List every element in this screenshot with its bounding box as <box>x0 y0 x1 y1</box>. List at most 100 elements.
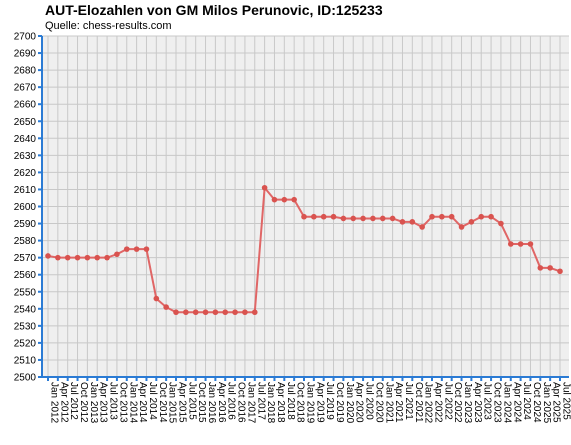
data-point <box>488 213 494 220</box>
x-tick-label: Jan 2024 <box>501 382 512 424</box>
x-tick-label: Oct 2023 <box>492 382 503 423</box>
data-point <box>143 246 150 252</box>
data-point <box>222 309 229 316</box>
data-point <box>517 241 524 247</box>
data-point <box>173 309 179 316</box>
y-tick-label: 2680 <box>14 66 37 77</box>
data-point <box>350 215 357 222</box>
x-tick-label: Oct 2014 <box>157 382 168 423</box>
x-tick-label: Oct 2022 <box>452 382 463 423</box>
y-tick-label: 2570 <box>14 253 37 264</box>
x-tick-label: Jul 2022 <box>442 382 453 420</box>
x-tick-label: Jul 2015 <box>186 382 197 420</box>
data-point <box>448 213 455 220</box>
x-tick-label: Apr 2024 <box>511 382 522 423</box>
y-tick-label: 2520 <box>14 338 37 349</box>
x-tick-label: Oct 2024 <box>531 382 542 423</box>
x-tick-label: Oct 2020 <box>373 382 384 423</box>
data-point <box>507 241 514 247</box>
x-tick-label: Oct 2019 <box>334 382 345 423</box>
data-point <box>330 213 337 220</box>
data-point <box>104 254 110 261</box>
data-point <box>301 213 307 220</box>
x-tick-label: Jul 2016 <box>226 382 237 420</box>
x-tick-label: Jan 2022 <box>423 382 434 424</box>
data-point <box>498 220 504 227</box>
x-tick-label: Jul 2013 <box>108 382 119 420</box>
x-tick-label: Oct 2015 <box>196 382 207 423</box>
data-point <box>271 196 278 203</box>
y-tick-label: 2510 <box>14 355 37 366</box>
y-tick-label: 2500 <box>14 373 37 384</box>
x-tick-label: Jul 2014 <box>147 382 158 420</box>
data-point <box>379 215 386 222</box>
data-point <box>419 224 425 230</box>
data-point <box>261 184 268 191</box>
x-tick-label: Jan 2014 <box>127 382 138 424</box>
data-point <box>133 246 140 252</box>
x-tick-label: Jan 2019 <box>305 382 316 424</box>
x-tick-label: Jan 2013 <box>88 382 99 424</box>
data-point <box>281 196 288 203</box>
x-tick-label: Jul 2023 <box>482 382 493 420</box>
data-point <box>183 309 189 316</box>
x-tick-label: Jan 2023 <box>462 382 473 424</box>
data-point <box>45 253 51 259</box>
x-tick-label: Apr 2025 <box>551 382 562 423</box>
x-tick-label: Apr 2013 <box>98 382 109 423</box>
x-tick-label: Jan 2017 <box>245 382 256 424</box>
x-tick-label: Jan 2015 <box>167 382 178 424</box>
grid-lines <box>42 35 569 378</box>
data-point <box>55 254 61 261</box>
x-tick-label: Oct 2013 <box>117 382 128 423</box>
data-point <box>64 254 71 261</box>
chart-title: AUT-Elozahlen von GM Milos Perunovic, ID… <box>45 2 383 18</box>
data-point <box>232 309 238 316</box>
data-point <box>409 219 416 225</box>
x-tick-label: Apr 2021 <box>393 382 404 423</box>
data-point <box>202 309 209 316</box>
data-point <box>242 309 248 316</box>
x-tick-label: Jul 2024 <box>521 382 532 420</box>
data-point <box>547 265 553 271</box>
x-tick-label: Apr 2023 <box>472 382 483 423</box>
data-point <box>251 309 258 316</box>
data-point <box>192 309 199 316</box>
data-point <box>153 295 160 302</box>
data-point <box>74 254 81 261</box>
x-tick-label: Jul 2019 <box>324 382 335 420</box>
x-tick-label: Jan 2016 <box>206 382 217 424</box>
x-tick-label: Jan 2020 <box>344 382 355 424</box>
data-point <box>340 215 347 222</box>
data-point <box>527 241 534 247</box>
data-point <box>84 254 91 261</box>
y-tick-label: 2650 <box>14 117 37 128</box>
x-tick-label: Jul 2012 <box>68 382 79 420</box>
y-tick-label: 2530 <box>14 321 37 332</box>
data-point <box>458 224 465 230</box>
x-tick-label: Oct 2018 <box>295 382 306 423</box>
y-tick-label: 2560 <box>14 270 37 281</box>
x-tick-label: Jul 2017 <box>255 382 266 420</box>
data-point <box>311 213 317 220</box>
y-tick-label: 2620 <box>14 168 37 179</box>
y-tick-label: 2590 <box>14 219 37 230</box>
x-tick-label: Oct 2016 <box>236 382 247 423</box>
data-point <box>123 246 130 252</box>
y-tick-label: 2580 <box>14 236 37 247</box>
chart-source: Quelle: chess-results.com <box>45 20 172 32</box>
data-point <box>114 251 120 258</box>
x-tick-label: Jul 2020 <box>364 382 375 420</box>
data-point <box>370 215 376 222</box>
x-tick-label: Jul 2025 <box>561 382 571 420</box>
x-tick-label: Jan 2018 <box>265 382 276 424</box>
x-tick-label: Jan 2021 <box>383 382 394 424</box>
data-point <box>468 219 475 225</box>
data-point <box>537 265 544 271</box>
data-point <box>557 268 563 275</box>
data-point <box>429 213 435 220</box>
data-point <box>389 215 396 222</box>
x-tick-label: Jul 2018 <box>285 382 296 420</box>
data-point <box>291 196 297 203</box>
data-point <box>439 213 445 220</box>
